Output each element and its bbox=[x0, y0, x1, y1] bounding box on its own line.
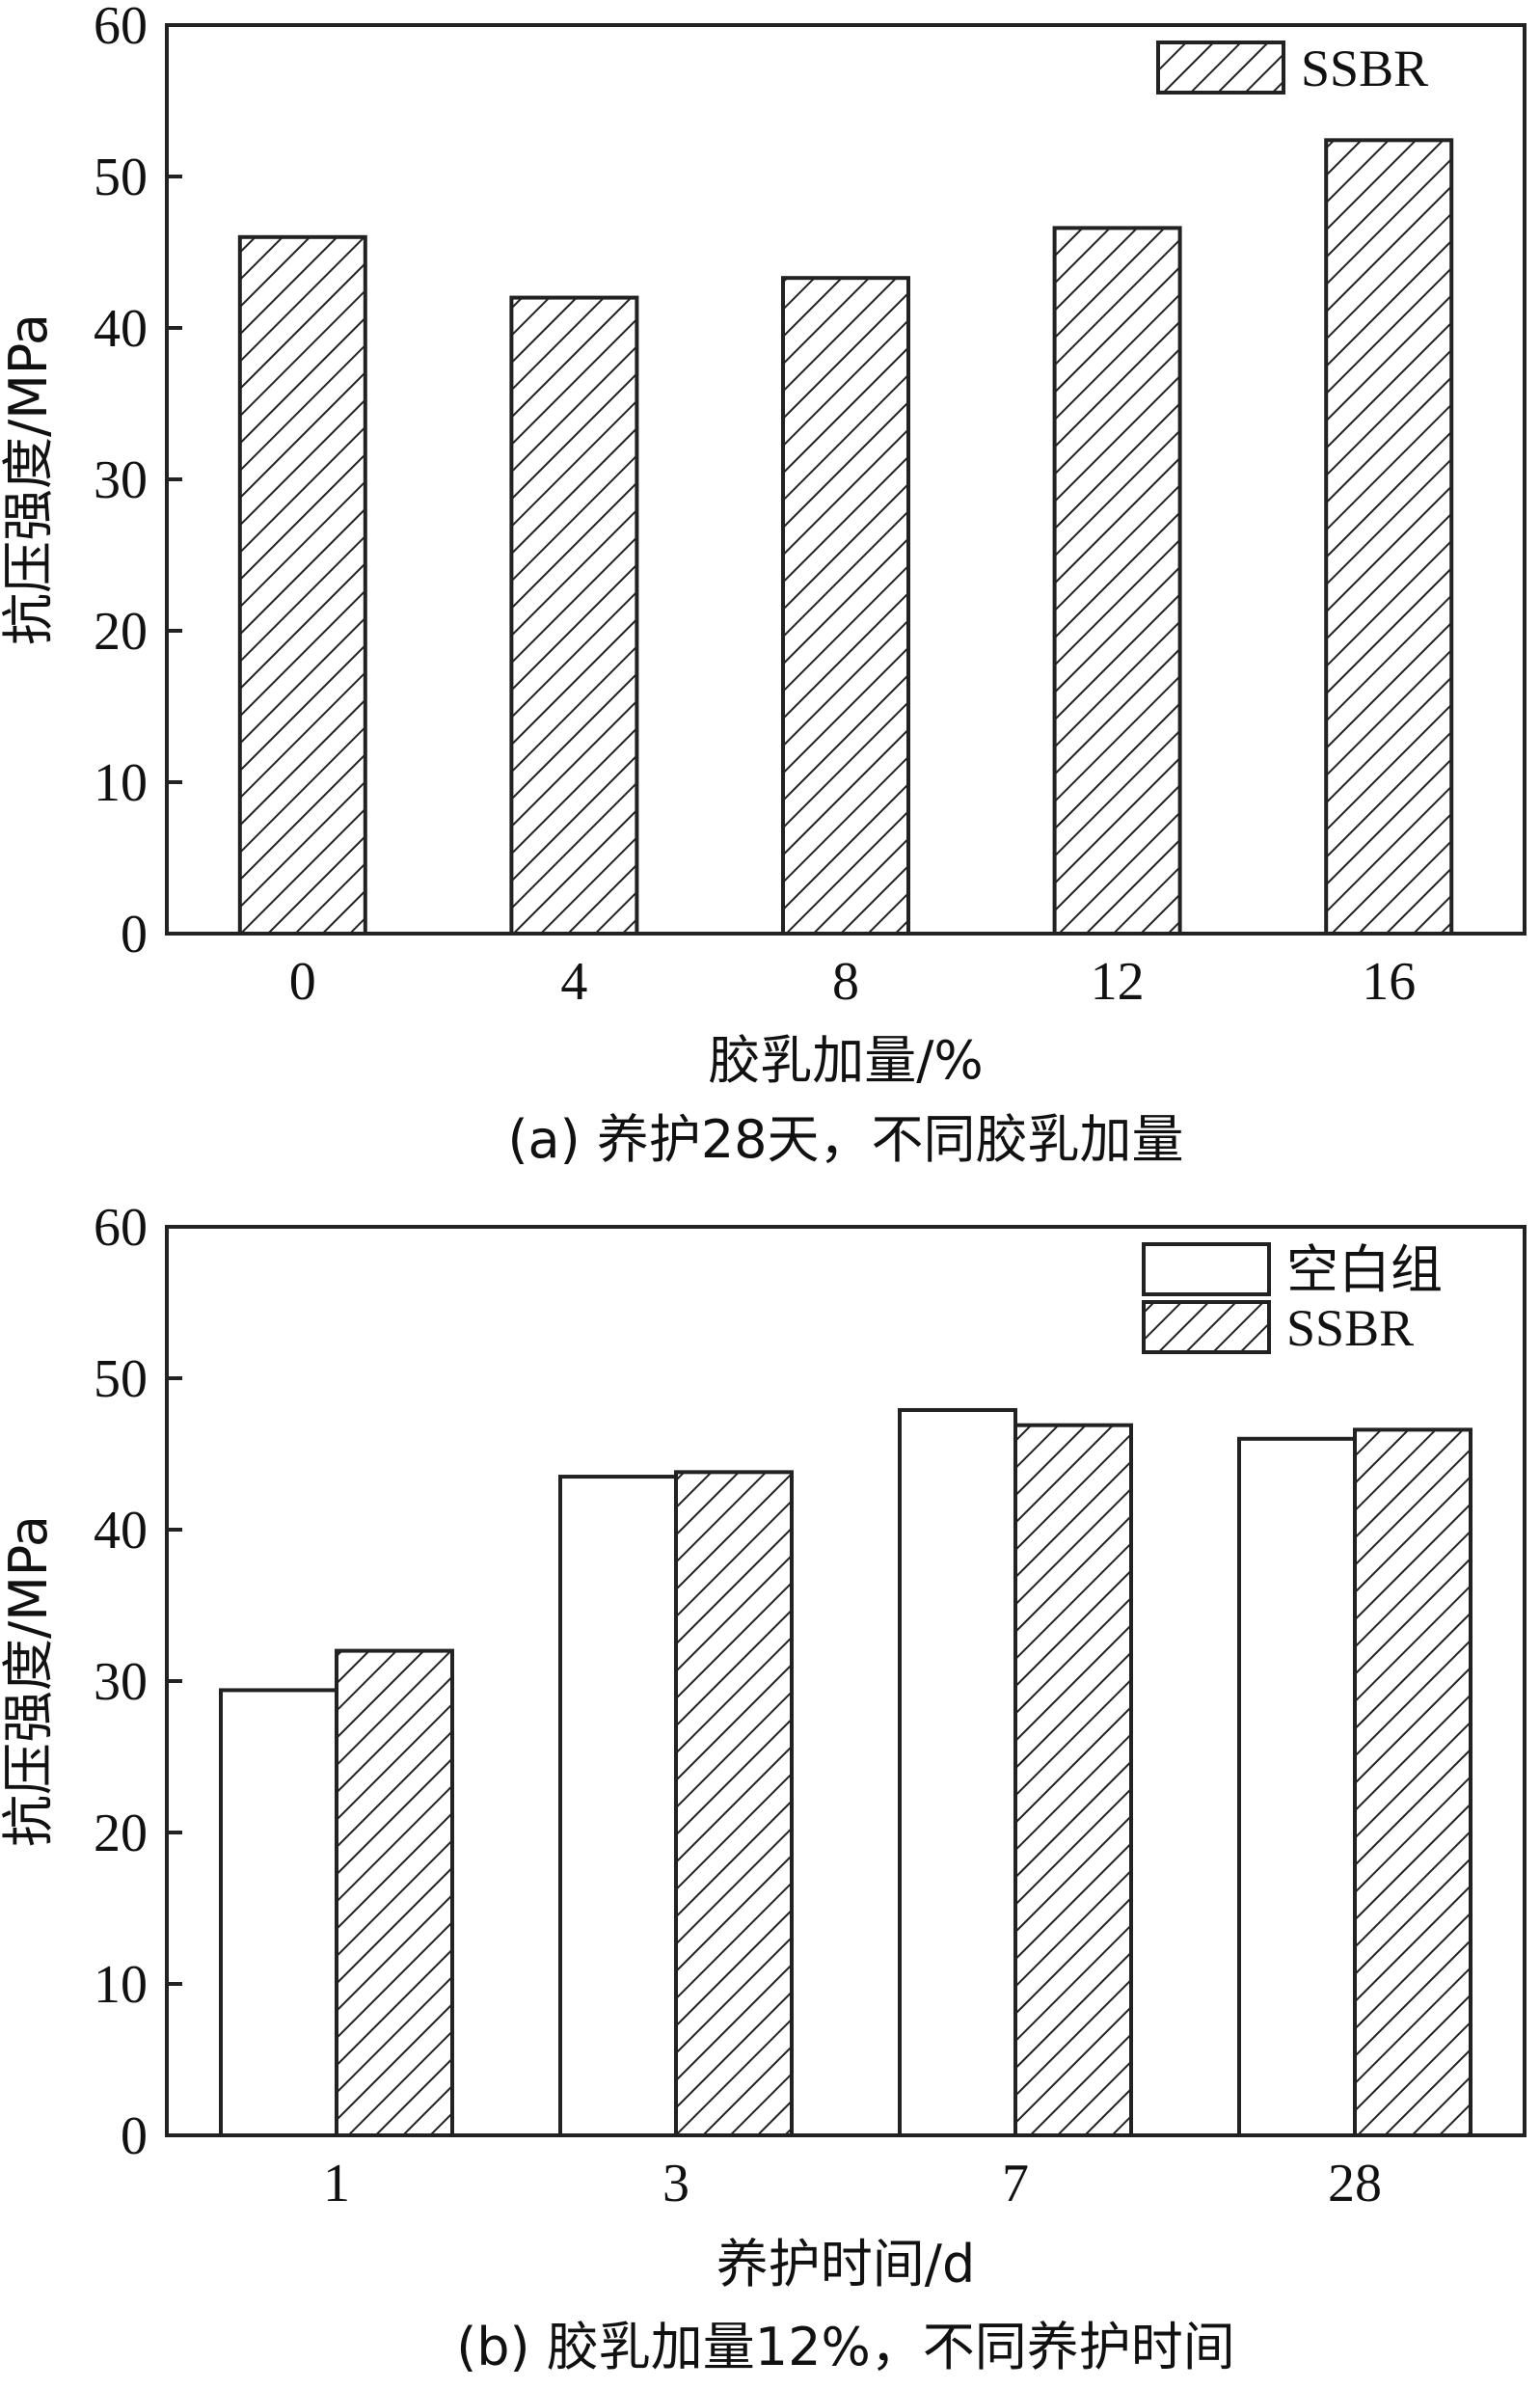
x-tick-label: 28 bbox=[1328, 2154, 1382, 2213]
x-tick-label: 1 bbox=[323, 2154, 350, 2213]
bar bbox=[509, 295, 639, 937]
x-ticks-b: 1 3 7 28 bbox=[323, 2120, 1382, 2213]
y-tick-label: 20 bbox=[94, 602, 148, 662]
bar bbox=[558, 1475, 678, 2138]
bar bbox=[1052, 226, 1182, 936]
y-tick-label: 50 bbox=[94, 148, 148, 207]
bar bbox=[335, 1648, 454, 2137]
legend-a: SSBR bbox=[1156, 40, 1428, 97]
y-tick-label: 0 bbox=[121, 905, 148, 964]
y-tick-label: 50 bbox=[94, 1349, 148, 1409]
y-tick-label: 60 bbox=[94, 0, 148, 56]
caption-b: (b) 胶乳加量12%，不同养护时间 bbox=[456, 2317, 1235, 2377]
legend-label: SSBR bbox=[1301, 40, 1428, 97]
bars-b bbox=[219, 1407, 1472, 2138]
y-axis-title-b: 抗压强度/MPa bbox=[0, 1515, 59, 1847]
bar bbox=[781, 276, 910, 936]
y-tick-label: 40 bbox=[94, 299, 148, 359]
y-tick-label: 60 bbox=[94, 1198, 148, 1258]
x-tick-label: 12 bbox=[1091, 952, 1145, 1012]
y-tick-label: 20 bbox=[94, 1804, 148, 1863]
legend-label: 空白组 bbox=[1286, 1241, 1443, 1299]
y-tick-label: 30 bbox=[94, 450, 148, 510]
bar bbox=[898, 1407, 1017, 2137]
chart-panel-a: 0 10 20 30 40 50 60 0 4 8 12 16 SSBR 抗压强度/MPa 胶乳加量… bbox=[0, 0, 1526, 1170]
bar bbox=[1237, 1436, 1357, 2138]
y-tick-label: 10 bbox=[94, 753, 148, 813]
x-tick-label: 8 bbox=[832, 952, 859, 1012]
x-tick-label: 4 bbox=[560, 952, 587, 1012]
bar bbox=[674, 1470, 794, 2137]
legend-swatch bbox=[1142, 1300, 1271, 1354]
bar bbox=[1013, 1423, 1133, 2138]
x-axis-title-b: 养护时间/d bbox=[716, 2234, 975, 2294]
y-ticks-b: 0 10 20 30 40 50 60 bbox=[94, 1198, 182, 2166]
x-tick-label: 16 bbox=[1362, 952, 1416, 1012]
y-axis-title-a: 抗压强度/MPa bbox=[0, 313, 59, 645]
y-ticks-a: 0 10 20 30 40 50 60 bbox=[94, 0, 182, 964]
legend-swatch bbox=[1142, 1242, 1271, 1296]
legend-label: SSBR bbox=[1286, 1299, 1414, 1357]
bar bbox=[237, 234, 367, 937]
y-tick-label: 40 bbox=[94, 1501, 148, 1561]
bars-a bbox=[237, 138, 1454, 937]
x-tick-label: 7 bbox=[1002, 2154, 1029, 2213]
x-tick-label: 3 bbox=[662, 2154, 689, 2213]
bar bbox=[1324, 138, 1454, 936]
y-tick-label: 10 bbox=[94, 1955, 148, 2015]
y-tick-label: 30 bbox=[94, 1652, 148, 1712]
legend-swatch bbox=[1156, 41, 1285, 95]
x-axis-title-a: 胶乳加量/% bbox=[708, 1030, 984, 1091]
y-tick-label: 0 bbox=[121, 2106, 148, 2166]
bar bbox=[1353, 1427, 1472, 2137]
caption-a: (a) 养护28天，不同胶乳加量 bbox=[507, 1109, 1183, 1170]
bar bbox=[219, 1688, 338, 2138]
x-tick-label: 0 bbox=[289, 952, 316, 1012]
